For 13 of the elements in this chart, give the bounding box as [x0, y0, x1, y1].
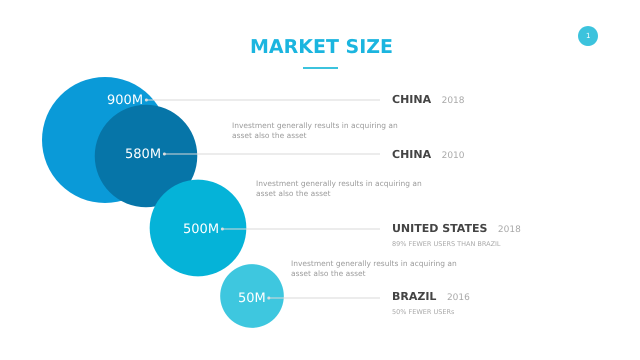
- data-label: 580M: [125, 147, 162, 162]
- text: 2018: [498, 225, 522, 235]
- category-label: BRAZIL: [392, 290, 436, 303]
- data-label: 50M: [238, 291, 266, 306]
- category-label: UNITED STATES: [392, 222, 488, 235]
- data-label: 900M: [107, 93, 144, 108]
- data-label: 500M: [183, 222, 220, 237]
- category-label: CHINA: [392, 93, 432, 106]
- text: MARKET SIZE: [250, 36, 394, 58]
- text: 2016: [446, 293, 470, 303]
- text: 2010: [442, 151, 465, 161]
- category-label: CHINA: [392, 148, 432, 161]
- text: 2018: [442, 96, 465, 106]
